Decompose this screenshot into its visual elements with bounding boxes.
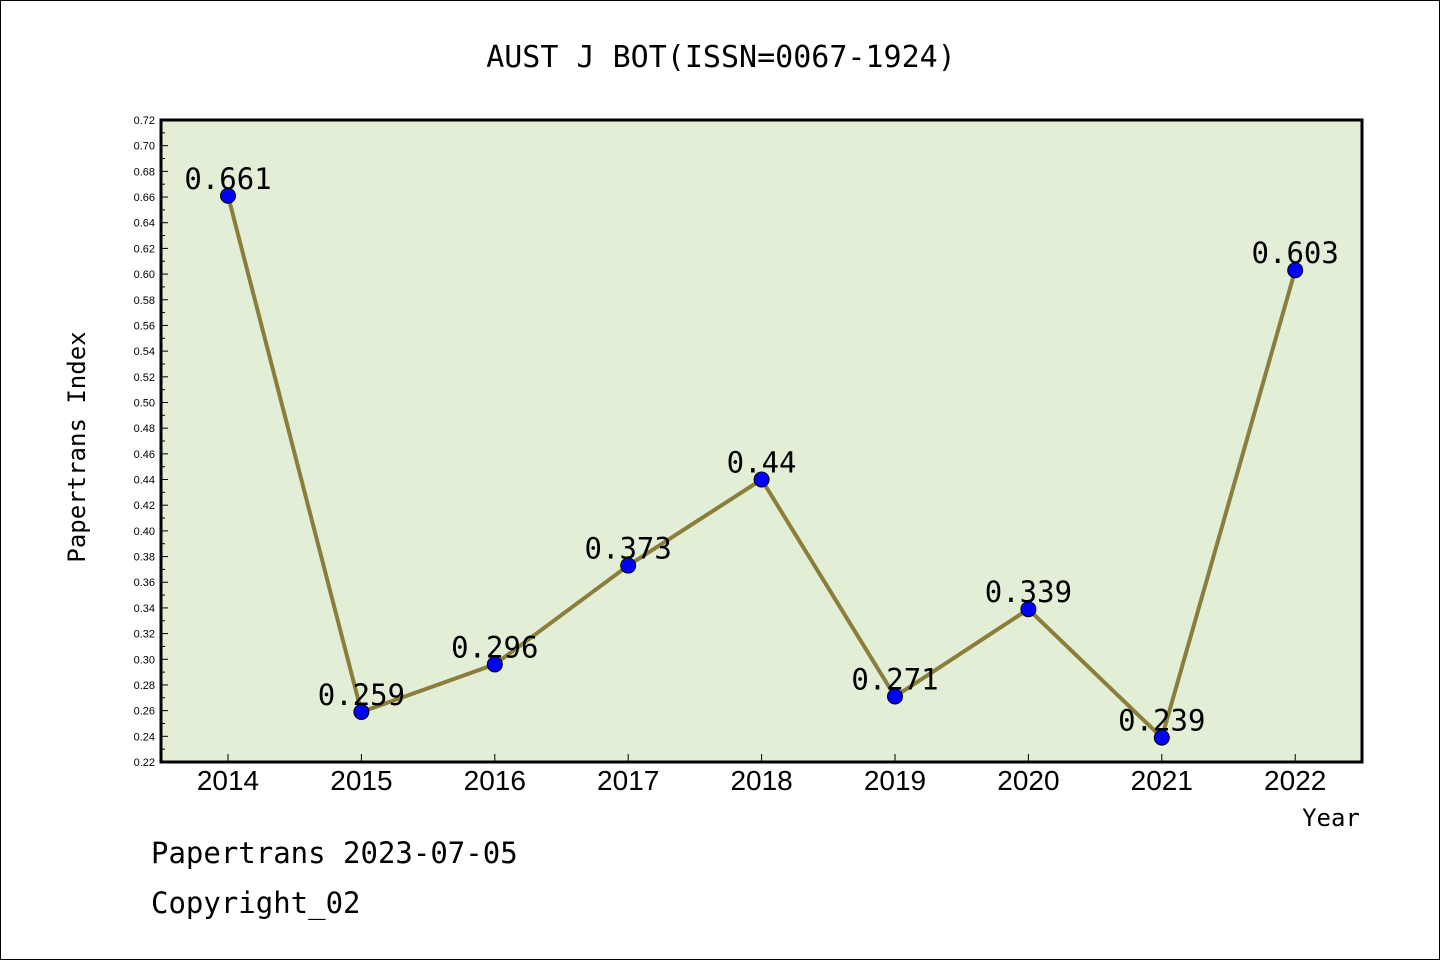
data-label: 0.271	[851, 663, 938, 697]
y-tick-label: 0.28	[134, 680, 155, 692]
chart-title: AUST J BOT(ISSN=0067-1924)	[486, 40, 956, 75]
y-tick-label: 0.68	[134, 166, 155, 178]
y-tick-label: 0.42	[134, 500, 155, 512]
x-tick-label: 2016	[464, 765, 526, 796]
y-tick-label: 0.48	[134, 423, 155, 435]
y-tick-label: 0.62	[134, 243, 155, 255]
data-label: 0.661	[184, 162, 271, 196]
data-point	[486, 656, 503, 673]
x-tick-label: 2014	[197, 765, 259, 796]
x-axis: 2014 2015 2016 2017 2018 2019 2020 2021 2022	[197, 754, 1326, 796]
data-point	[353, 703, 370, 720]
data-label: 0.339	[985, 575, 1072, 609]
x-tick-label: 2015	[330, 765, 392, 796]
series-markers	[220, 187, 1304, 746]
data-point	[1153, 729, 1170, 746]
y-tick-label: 0.36	[134, 577, 155, 589]
x-tick-label: 2018	[730, 765, 792, 796]
x-axis-label: Year	[1302, 804, 1360, 832]
x-tick-label: 2021	[1131, 765, 1193, 796]
data-point	[887, 688, 903, 705]
y-tick-label: 0.66	[134, 192, 155, 204]
x-tick-label: 2020	[997, 765, 1059, 796]
y-tick-label: 0.24	[134, 731, 155, 743]
y-tick-label: 0.22	[134, 757, 155, 769]
data-label: 0.296	[451, 630, 538, 664]
y-tick-label: 0.44	[134, 475, 155, 487]
y-tick-label: 0.60	[134, 269, 155, 281]
y-tick-label: 0.54	[134, 346, 155, 358]
y-tick-label: 0.50	[134, 397, 155, 409]
y-tick-label: 0.64	[134, 218, 155, 230]
x-tick-label: 2022	[1264, 765, 1326, 796]
y-axis: 0.22 0.24 0.26 0.28 0.30 0.32 0.34 0.36 0.38 0.40…	[134, 115, 168, 769]
y-tick-label: 0.58	[134, 295, 155, 307]
data-point	[220, 187, 236, 204]
data-label: 0.603	[1252, 236, 1339, 270]
y-tick-label: 0.70	[134, 141, 155, 153]
data-label: 0.373	[585, 532, 672, 566]
data-point	[1287, 262, 1304, 279]
footer-copyright: Copyright_02	[151, 886, 361, 920]
data-point	[620, 557, 637, 574]
y-tick-label: 0.26	[134, 706, 155, 718]
y-tick-label: 0.40	[134, 526, 155, 538]
data-label: 0.44	[727, 446, 797, 480]
footer-date: Papertrans 2023-07-05	[151, 836, 518, 870]
y-tick-label: 0.38	[134, 552, 155, 564]
plot-area	[159, 118, 1364, 764]
x-tick-label: 2017	[597, 765, 659, 796]
data-point	[753, 471, 770, 488]
y-tick-label: 0.56	[134, 320, 155, 332]
y-tick-label: 0.72	[134, 115, 155, 127]
data-label: 0.239	[1118, 704, 1205, 738]
y-tick-label: 0.46	[134, 449, 155, 461]
y-tick-label: 0.32	[134, 629, 155, 641]
data-point	[1020, 601, 1037, 618]
y-axis-label: Papertrans Index	[63, 331, 91, 562]
data-labels: 0.661 0.259 0.296 0.373 0.44 0.271 0.339 0.239 0…	[184, 162, 1339, 738]
y-tick-label: 0.52	[134, 372, 155, 384]
y-tick-label: 0.30	[134, 654, 155, 666]
x-tick-label: 2019	[864, 765, 926, 796]
data-label: 0.259	[318, 678, 405, 712]
y-tick-label: 0.34	[134, 603, 155, 615]
